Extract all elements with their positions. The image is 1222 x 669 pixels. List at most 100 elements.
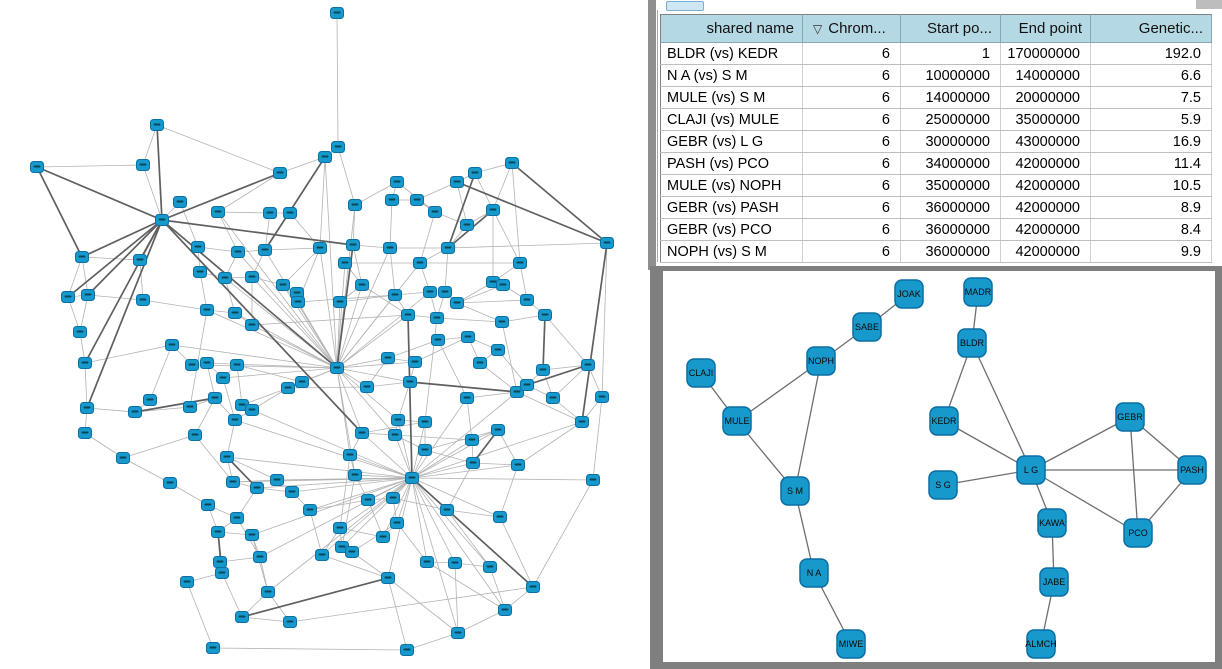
network-node[interactable] [136,294,150,306]
network-node[interactable] [423,286,437,298]
network-node[interactable] [355,427,369,439]
network-node[interactable] [431,334,445,346]
network-node[interactable] [391,414,405,426]
cell-value[interactable]: 11.4 [1090,152,1212,175]
network-node[interactable] [460,392,474,404]
cell-value[interactable]: 42000000 [1000,240,1091,263]
subnetwork-node[interactable]: N A [799,558,829,588]
network-node[interactable] [348,469,362,481]
network-node[interactable] [226,476,240,488]
network-node[interactable] [386,492,400,504]
network-node[interactable] [183,401,197,413]
network-node[interactable] [318,151,332,163]
network-node[interactable] [473,357,487,369]
column-header-shared-name[interactable]: shared name [660,14,803,43]
network-node[interactable] [313,242,327,254]
cell-value[interactable]: 6 [802,152,901,175]
network-node[interactable] [230,512,244,524]
network-node[interactable] [333,296,347,308]
subnetwork-node[interactable]: KEDR [929,406,959,436]
cell-value[interactable]: 6.6 [1090,64,1212,87]
column-header-start-position[interactable]: Start po... [900,14,1001,43]
network-node[interactable] [410,194,424,206]
network-node[interactable] [383,242,397,254]
network-node[interactable] [343,449,357,461]
network-node[interactable] [338,257,352,269]
column-header-genetic[interactable]: Genetic... [1090,14,1212,43]
network-node[interactable] [228,414,242,426]
subnetwork-node[interactable]: KAWA [1037,508,1067,538]
network-node[interactable] [486,204,500,216]
network-node[interactable] [505,157,519,169]
network-node[interactable] [173,196,187,208]
network-node[interactable] [461,331,475,343]
network-node[interactable] [483,561,497,573]
network-node[interactable] [281,382,295,394]
network-node[interactable] [78,357,92,369]
network-node[interactable] [330,362,344,374]
cell-value[interactable]: 43000000 [1000,130,1091,153]
table-row[interactable]: GEBR (vs) L G 6 30000000 43000000 16.9 [660,130,1212,153]
network-node[interactable] [413,257,427,269]
network-node[interactable] [346,239,360,251]
subnetwork-node[interactable]: PASH [1177,455,1207,485]
column-header-end-point[interactable]: End point [1000,14,1091,43]
network-node[interactable] [450,176,464,188]
cell-shared-name[interactable]: GEBR (vs) PASH [660,196,803,219]
cell-value[interactable]: 36000000 [900,218,1001,241]
network-node[interactable] [245,404,259,416]
network-node[interactable] [513,257,527,269]
network-node[interactable] [191,241,205,253]
network-node[interactable] [403,376,417,388]
table-row[interactable]: GEBR (vs) PCO 6 36000000 42000000 8.4 [660,218,1212,241]
subnetwork-node[interactable]: JABE [1039,567,1069,597]
overview-network-canvas[interactable] [0,0,648,669]
network-node[interactable] [495,316,509,328]
network-node[interactable] [80,402,94,414]
subnetwork-node[interactable]: S G [928,470,958,500]
cell-value[interactable]: 42000000 [1000,196,1091,219]
subnetwork-node[interactable]: NOPH [806,346,836,376]
network-node[interactable] [420,556,434,568]
cell-shared-name[interactable]: GEBR (vs) L G [660,130,803,153]
network-node[interactable] [491,424,505,436]
network-node[interactable] [155,214,169,226]
network-node[interactable] [263,207,277,219]
network-node[interactable] [491,344,505,356]
network-node[interactable] [575,416,589,428]
network-node[interactable] [290,287,304,299]
subnetwork-node[interactable]: MULE [722,406,752,436]
cell-value[interactable]: 6 [802,240,901,263]
network-node[interactable] [581,359,595,371]
network-node[interactable] [61,291,75,303]
network-node[interactable] [75,251,89,263]
cell-value[interactable]: 14000000 [900,86,1001,109]
network-node[interactable] [440,504,454,516]
network-node[interactable] [381,352,395,364]
network-node[interactable] [116,452,130,464]
network-node[interactable] [361,494,375,506]
network-node[interactable] [285,486,299,498]
subnetwork-node[interactable]: MADR [963,277,993,307]
network-node[interactable] [211,206,225,218]
cell-shared-name[interactable]: MULE (vs) NOPH [660,174,803,197]
table-row[interactable]: CLAJI (vs) MULE 6 25000000 35000000 5.9 [660,108,1212,131]
network-node[interactable] [538,309,552,321]
network-node[interactable] [283,616,297,628]
network-node[interactable] [283,207,297,219]
network-node[interactable] [376,531,390,543]
network-node[interactable] [408,356,422,368]
cell-value[interactable]: 9.9 [1090,240,1212,263]
cell-value[interactable]: 36000000 [900,196,1001,219]
network-node[interactable] [460,219,474,231]
network-node[interactable] [228,307,242,319]
cell-shared-name[interactable]: PASH (vs) PCO [660,152,803,175]
network-node[interactable] [451,627,465,639]
network-node[interactable] [348,199,362,211]
network-node[interactable] [400,644,414,656]
cell-value[interactable]: 192.0 [1090,42,1212,65]
network-node[interactable] [216,372,230,384]
network-node[interactable] [496,279,510,291]
network-node[interactable] [211,526,225,538]
network-node[interactable] [250,482,264,494]
